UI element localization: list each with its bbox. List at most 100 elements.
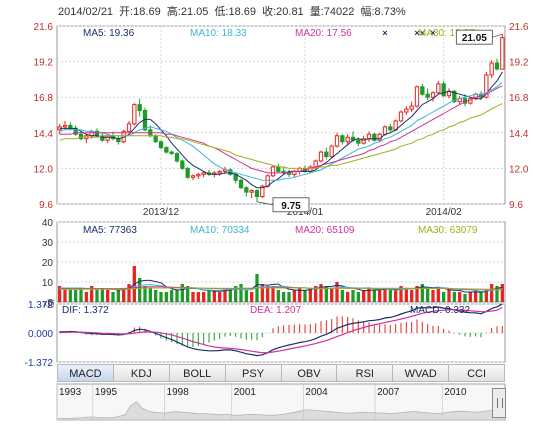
volume-bar — [276, 290, 280, 302]
volume-ma30-line — [59, 287, 503, 290]
volume-unit-label: x万 — [43, 299, 55, 308]
volume-bar — [63, 288, 67, 302]
volume-bar — [319, 284, 323, 302]
candle-body — [430, 92, 436, 98]
volume-legend-entry: MA5: 77363 — [83, 225, 137, 236]
tab-macd[interactable]: MACD — [57, 364, 114, 382]
price-tick-label-left: 16.8 — [34, 93, 54, 104]
candle-body — [169, 151, 174, 155]
volume-bar — [314, 286, 318, 302]
candle-body — [484, 74, 489, 98]
volume-bar — [452, 292, 456, 302]
candle-body — [62, 124, 68, 128]
volume-bar — [346, 292, 350, 302]
volume-bar — [95, 290, 99, 302]
candle-body — [334, 135, 340, 147]
price-extreme-label: 21.05 — [462, 33, 487, 44]
candle-body — [345, 136, 350, 143]
volume-bar — [335, 282, 339, 302]
candle-body — [409, 105, 414, 110]
volume-legend-entry: MA10: 70334 — [190, 225, 250, 236]
tab-wvad[interactable]: WVAD — [393, 364, 450, 382]
timeline-scroll-handle[interactable] — [492, 388, 506, 418]
price-extreme-label: 9.75 — [281, 201, 301, 212]
tab-cci[interactable]: CCI — [449, 364, 505, 382]
quote-open: 开:18.69 — [119, 6, 161, 18]
volume-bar — [399, 286, 403, 302]
volume-bar — [116, 290, 120, 302]
macd-dea-line — [59, 306, 503, 354]
volume-bar — [122, 288, 126, 302]
candle-body — [340, 135, 345, 143]
candle-body — [132, 104, 137, 125]
volume-bar — [74, 290, 78, 302]
candle-body — [249, 190, 254, 193]
indicator-tabs: MACD KDJ BOLL PSY OBV RSI WVAD CCI — [57, 364, 505, 382]
volume-bar — [362, 290, 366, 302]
price-tick-label-left: 19.2 — [34, 58, 54, 69]
price-event-marker: × — [430, 28, 435, 38]
candle-body — [185, 167, 190, 178]
price-event-marker: × — [382, 28, 387, 38]
timeline-history-area — [56, 401, 506, 421]
volume-bar — [356, 292, 360, 302]
volume-bar — [420, 284, 424, 302]
tab-boll[interactable]: BOLL — [169, 364, 226, 382]
volume-bar — [79, 288, 83, 302]
volume-bar — [426, 288, 430, 302]
candle-body — [388, 126, 393, 131]
tab-obv[interactable]: OBV — [281, 364, 338, 382]
timeline-year-label: 1995 — [95, 387, 118, 398]
timeline-year-label: 2007 — [377, 387, 400, 398]
candle-body — [126, 123, 132, 132]
volume-tick-label: 0 — [47, 298, 53, 309]
price-ma5-line — [59, 71, 503, 189]
volume-bar — [404, 288, 408, 302]
macd-legend-entry: DEA: 1.207 — [250, 305, 302, 316]
volume-bar — [351, 290, 355, 302]
volume-legend-entry: MA30: 63079 — [418, 225, 478, 236]
macd-tick-label: 0.000 — [28, 329, 53, 340]
volume-bar — [127, 284, 131, 302]
volume-bar — [244, 290, 248, 302]
candle-body — [276, 166, 281, 172]
quote-header: 2014/02/21 开:18.69 高:21.05 低:18.69 收:20.… — [58, 3, 409, 19]
candle-body — [190, 175, 196, 178]
volume-bar — [223, 290, 227, 302]
volume-bar — [106, 290, 110, 302]
volume-bar — [410, 290, 414, 302]
candle-body — [78, 133, 84, 140]
tab-rsi[interactable]: RSI — [337, 364, 394, 382]
candle-body — [500, 37, 505, 70]
volume-bar — [367, 288, 371, 302]
annotation-leader — [256, 201, 274, 206]
quote-date: 2014/02/21 — [58, 6, 114, 18]
candle-body — [260, 185, 265, 198]
volume-tick-label: 20 — [42, 258, 54, 269]
volume-bar — [378, 290, 382, 302]
volume-bar — [266, 286, 270, 302]
candle-body — [404, 108, 409, 113]
tab-psy[interactable]: PSY — [225, 364, 282, 382]
volume-bar — [415, 286, 419, 302]
price-ma20-line — [59, 85, 503, 174]
volume-bar — [175, 290, 179, 302]
date-tick-label: 2013/12 — [143, 207, 180, 218]
price-tick-label-right: 21.6 — [509, 22, 529, 33]
tab-kdj[interactable]: KDJ — [113, 364, 170, 382]
volume-bar — [442, 292, 446, 302]
candle-body — [137, 104, 142, 112]
volume-bar — [372, 290, 376, 302]
macd-tick-label: -1.372 — [25, 358, 54, 369]
candle-body — [324, 151, 329, 158]
annotation-box — [455, 29, 493, 45]
date-tick-label: 2014/01 — [287, 207, 324, 218]
timeline-year-label: 2001 — [234, 387, 257, 398]
candle-body — [158, 141, 164, 149]
price-tick-label-right: 12.0 — [509, 164, 529, 175]
volume-bar — [58, 286, 62, 302]
price-tick-label-right: 16.8 — [509, 93, 529, 104]
volume-bar — [490, 284, 494, 302]
volume-bar — [260, 284, 264, 302]
volume-bar — [282, 292, 286, 302]
